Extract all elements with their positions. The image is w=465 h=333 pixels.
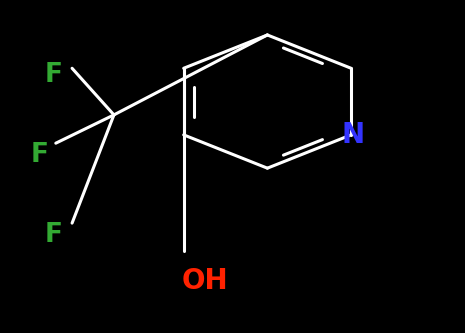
Text: F: F <box>45 222 62 248</box>
Text: F: F <box>45 62 62 88</box>
Text: F: F <box>31 142 48 168</box>
Text: OH: OH <box>181 267 228 295</box>
Text: N: N <box>342 121 365 149</box>
